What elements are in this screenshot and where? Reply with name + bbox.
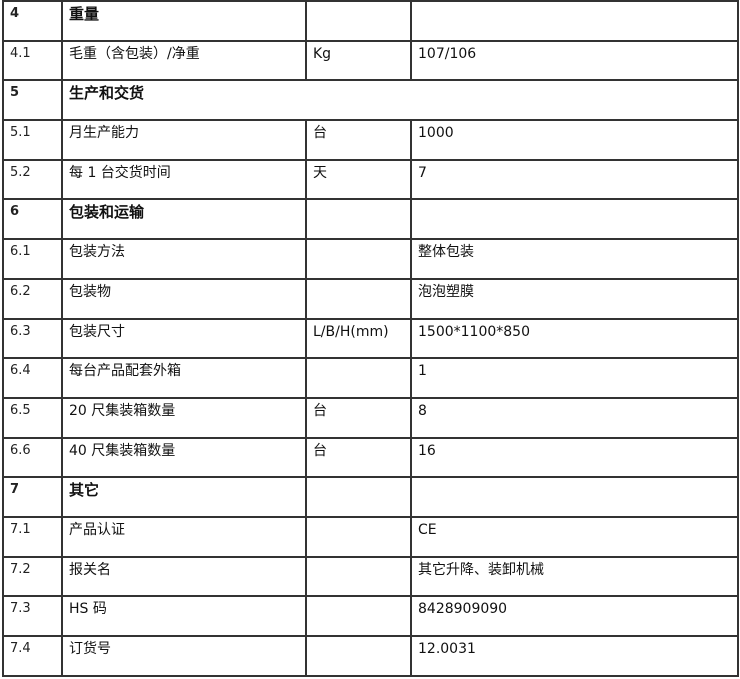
item-name: HS 码 <box>61 595 307 637</box>
item-number: 7.3 <box>2 595 63 637</box>
item-unit: L/B/H(mm) <box>305 317 412 360</box>
item-unit <box>305 476 412 518</box>
table-row: 7.1 产品认证 CE <box>2 515 739 558</box>
item-number: 5.1 <box>2 119 63 161</box>
table-row: 6.6 40 尺集装箱数量台 16 <box>2 436 739 479</box>
item-value: CE <box>410 515 739 558</box>
item-value: 1 <box>410 357 739 399</box>
item-number: 4.1 <box>2 39 63 82</box>
item-name: 月生产能力 <box>61 119 307 161</box>
table-row: 6.2 包装物 泡泡塑膜 <box>2 277 739 320</box>
item-unit: Kg <box>305 39 412 82</box>
item-number: 6.3 <box>2 317 63 360</box>
item-name: 40 尺集装箱数量 <box>61 436 307 479</box>
item-unit <box>305 595 412 637</box>
table-row: 6.3 包装尺寸 L/B/H(mm) 1500*1100*850 <box>2 317 739 360</box>
item-unit <box>305 515 412 558</box>
item-value: 8428909090 <box>410 595 739 637</box>
item-number: 5 <box>2 79 63 122</box>
section-title: 重量 <box>61 0 307 42</box>
item-number: 6.1 <box>2 238 63 280</box>
item-value: 12.0031 <box>410 635 739 677</box>
table-row: 6.4 每台产品配套外箱 1 <box>2 357 739 399</box>
item-number: 7.4 <box>2 635 63 677</box>
item-number: 6.6 <box>2 436 63 479</box>
item-unit: 台 <box>305 119 412 161</box>
item-value: 16 <box>410 436 739 479</box>
item-number: 7.2 <box>2 555 63 598</box>
item-unit <box>305 555 412 598</box>
item-value <box>410 198 739 241</box>
table-row: 6.5 20 尺集装箱数量台 8 <box>2 396 739 439</box>
item-value: 107/106 <box>410 39 739 82</box>
item-value: 8 <box>410 396 739 439</box>
item-value: 泡泡塑膜 <box>410 277 739 320</box>
item-name: 包装方法 <box>61 238 307 280</box>
item-unit: 天 <box>305 158 412 201</box>
item-number: 6.5 <box>2 396 63 439</box>
item-value: 其它升降、装卸机械 <box>410 555 739 598</box>
item-number: 6.4 <box>2 357 63 399</box>
item-number: 4 <box>2 0 63 42</box>
item-number: 5.2 <box>2 158 63 201</box>
item-unit <box>305 238 412 280</box>
item-value: 1500*1100*850 <box>410 317 739 360</box>
item-value: 整体包装 <box>410 238 739 280</box>
item-name: 包装尺寸 <box>61 317 307 360</box>
item-unit: 台 <box>305 396 412 439</box>
item-unit <box>305 0 412 42</box>
table-row: 4.1 毛重（含包装）/净重 Kg 107/106 <box>2 39 739 82</box>
item-unit <box>305 357 412 399</box>
section-row: 5 生产和交货 <box>2 79 739 122</box>
item-number: 6.2 <box>2 277 63 320</box>
table-row: 7.3 HS 码 8428909090 <box>2 595 739 637</box>
item-value: 7 <box>410 158 739 201</box>
item-name: 毛重（含包装）/净重 <box>61 39 307 82</box>
item-number: 6 <box>2 198 63 241</box>
section-title: 包装和运输 <box>61 198 307 241</box>
item-number: 7 <box>2 476 63 518</box>
item-name: 产品认证 <box>61 515 307 558</box>
section-row: 4 重量 <box>2 0 739 42</box>
item-name: 包装物 <box>61 277 307 320</box>
table-row: 6.1 包装方法 整体包装 <box>2 238 739 280</box>
section-title: 其它 <box>61 476 307 518</box>
item-value: 1000 <box>410 119 739 161</box>
item-name: 每台产品配套外箱 <box>61 357 307 399</box>
table-row: 5.1 月生产能力台 1000 <box>2 119 739 161</box>
item-value <box>410 476 739 518</box>
section-row: 6 包装和运输 <box>2 198 739 241</box>
item-name: 订货号 <box>61 635 307 677</box>
item-unit <box>305 198 412 241</box>
item-value <box>410 0 739 42</box>
table-row: 7.4 订货号 12.0031 <box>2 635 739 677</box>
item-unit <box>305 635 412 677</box>
item-name: 20 尺集装箱数量 <box>61 396 307 439</box>
table-row: 5.2 每 1 台交货时间天 7 <box>2 158 739 201</box>
table-row: 7.2 报关名 其它升降、装卸机械 <box>2 555 739 598</box>
item-unit <box>305 277 412 320</box>
section-title: 生产和交货 <box>61 79 739 122</box>
item-name: 报关名 <box>61 555 307 598</box>
item-number: 7.1 <box>2 515 63 558</box>
item-unit: 台 <box>305 436 412 479</box>
section-row: 7 其它 <box>2 476 739 518</box>
item-name: 每 1 台交货时间 <box>61 158 307 201</box>
